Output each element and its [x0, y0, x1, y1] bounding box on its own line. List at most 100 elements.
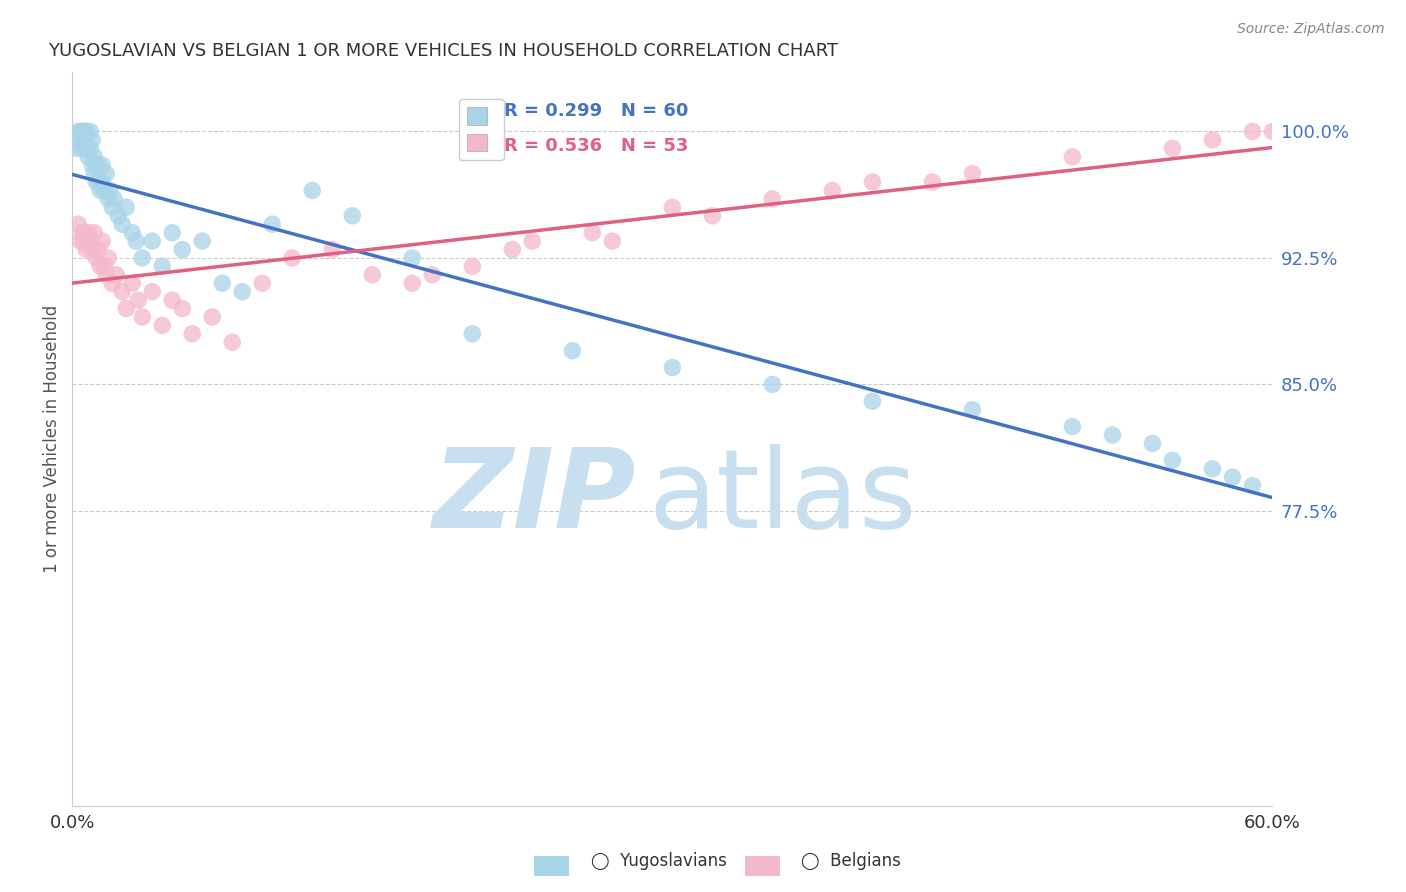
Point — [162, 226, 184, 240]
Point — [522, 234, 544, 248]
Text: R = 0.299   N = 60: R = 0.299 N = 60 — [505, 103, 689, 120]
Point — [461, 326, 484, 341]
Point — [342, 209, 364, 223]
Point — [401, 251, 423, 265]
Point — [82, 243, 104, 257]
Point — [105, 268, 128, 282]
Point — [87, 243, 110, 257]
Point — [761, 192, 783, 206]
Point — [70, 141, 93, 155]
Point — [321, 243, 343, 257]
Point — [201, 310, 224, 324]
Point — [73, 124, 96, 138]
Point — [115, 301, 138, 316]
Point — [70, 226, 93, 240]
Point — [83, 226, 105, 240]
Point — [93, 260, 115, 274]
Point — [131, 251, 153, 265]
Point — [79, 141, 101, 155]
Point — [89, 184, 111, 198]
Point — [1161, 141, 1184, 155]
Point — [75, 243, 97, 257]
Point — [150, 260, 173, 274]
Point — [87, 175, 110, 189]
Point — [191, 234, 214, 248]
Text: Source: ZipAtlas.com: Source: ZipAtlas.com — [1237, 22, 1385, 37]
Point — [69, 234, 91, 248]
Point — [301, 184, 323, 198]
Point — [75, 141, 97, 155]
Text: YUGOSLAVIAN VS BELGIAN 1 OR MORE VEHICLES IN HOUSEHOLD CORRELATION CHART: YUGOSLAVIAN VS BELGIAN 1 OR MORE VEHICLE… — [48, 42, 838, 60]
Point — [252, 277, 274, 291]
Point — [96, 167, 118, 181]
Point — [962, 402, 984, 417]
Point — [181, 326, 204, 341]
Point — [581, 226, 603, 240]
Point — [262, 217, 284, 231]
Point — [821, 184, 844, 198]
Point — [121, 226, 143, 240]
Point — [98, 184, 121, 198]
Point — [860, 394, 883, 409]
Point — [111, 217, 134, 231]
Point — [79, 234, 101, 248]
Y-axis label: 1 or more Vehicles in Household: 1 or more Vehicles in Household — [44, 305, 60, 574]
Point — [1241, 478, 1264, 492]
Text: atlas: atlas — [648, 444, 917, 551]
Point — [172, 301, 194, 316]
Point — [103, 192, 125, 206]
Point — [1101, 428, 1123, 442]
Point — [87, 158, 110, 172]
Point — [401, 277, 423, 291]
Point — [101, 277, 124, 291]
Point — [1062, 150, 1084, 164]
Point — [91, 158, 114, 172]
Point — [661, 360, 683, 375]
Point — [79, 124, 101, 138]
Point — [101, 200, 124, 214]
Point — [93, 184, 115, 198]
Point — [1241, 124, 1264, 138]
Point — [97, 251, 120, 265]
Point — [281, 251, 304, 265]
Point — [860, 175, 883, 189]
Point — [702, 209, 724, 223]
Point — [82, 133, 104, 147]
Point — [172, 243, 194, 257]
Point — [84, 158, 107, 172]
Text: ◯  Yugoslavians: ◯ Yugoslavians — [591, 852, 727, 870]
Point — [602, 234, 624, 248]
Point — [67, 124, 90, 138]
Point — [115, 200, 138, 214]
Point — [73, 234, 96, 248]
Point — [96, 268, 118, 282]
Point — [1161, 453, 1184, 467]
Legend: , : , — [458, 99, 503, 161]
Point — [921, 175, 943, 189]
Point — [67, 217, 90, 231]
Point — [83, 150, 105, 164]
Point — [121, 277, 143, 291]
Point — [962, 167, 984, 181]
Point — [761, 377, 783, 392]
Point — [221, 335, 243, 350]
Point — [107, 209, 129, 223]
Point — [501, 243, 523, 257]
Point — [162, 293, 184, 307]
Point — [84, 175, 107, 189]
Point — [77, 150, 100, 164]
Point — [1261, 124, 1284, 138]
Point — [131, 310, 153, 324]
Point — [141, 285, 163, 299]
Point — [661, 200, 683, 214]
Point — [70, 124, 93, 138]
Point — [420, 268, 443, 282]
Point — [211, 277, 233, 291]
Point — [89, 260, 111, 274]
Point — [141, 234, 163, 248]
Point — [77, 226, 100, 240]
Point — [73, 133, 96, 147]
Point — [125, 234, 148, 248]
Point — [231, 285, 253, 299]
Point — [91, 175, 114, 189]
